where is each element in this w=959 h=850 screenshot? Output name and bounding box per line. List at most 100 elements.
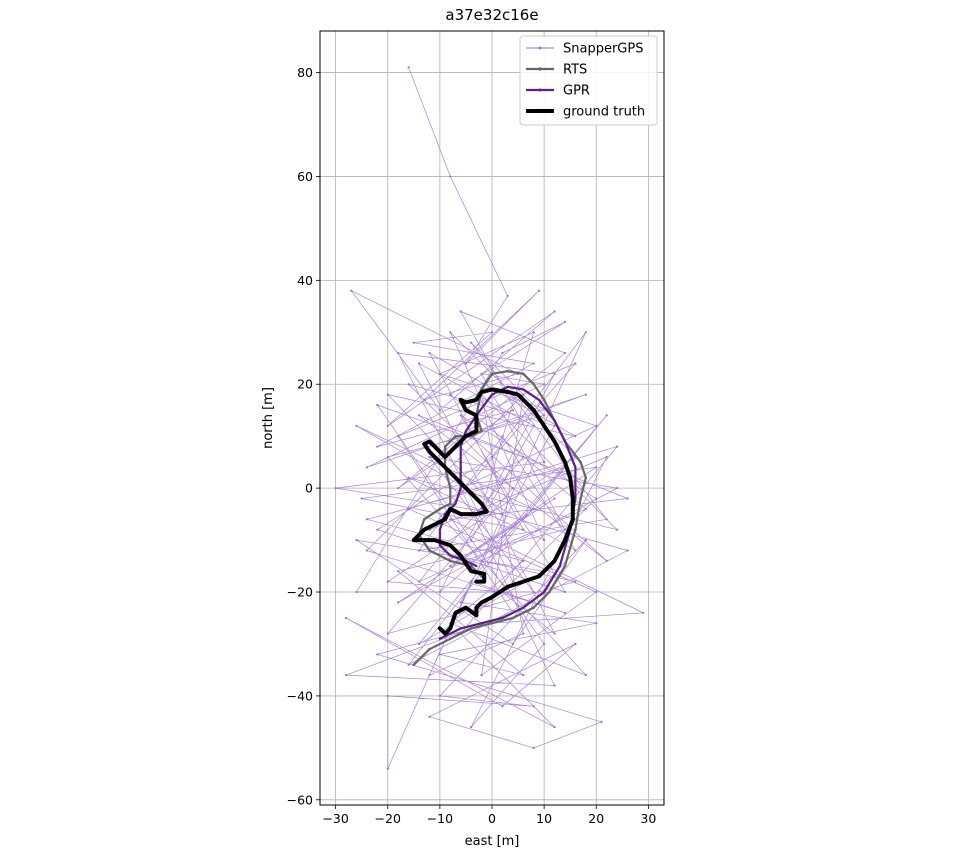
data-point-snappergps [334, 487, 337, 490]
data-point-gpr [543, 590, 546, 594]
x-tick-label: 30 [640, 811, 656, 826]
data-point-snappergps [365, 549, 369, 552]
data-point-snappergps [407, 507, 410, 511]
data-point-snappergps [417, 580, 421, 583]
data-point-snappergps [386, 424, 389, 427]
data-point-snappergps [386, 580, 389, 583]
data-point-snappergps [501, 513, 504, 516]
data-point-snappergps [417, 414, 421, 417]
data-point-gpr [522, 606, 525, 609]
data-point-snappergps [355, 590, 358, 594]
data-point-rts [532, 606, 535, 609]
data-point-rts [428, 549, 431, 552]
data-point-snappergps [595, 497, 598, 500]
data-point-snappergps [464, 362, 468, 365]
data-point-snappergps [417, 362, 421, 365]
data-point-snappergps [553, 424, 556, 427]
data-point-snappergps [584, 507, 587, 511]
data-point-snappergps [543, 642, 546, 646]
data-point-gpr [501, 616, 504, 620]
data-point-snappergps [553, 497, 556, 500]
data-point-snappergps [438, 590, 441, 594]
series-ground-truth [411, 387, 575, 636]
data-point-snappergps [595, 590, 598, 594]
data-point-rts [449, 559, 452, 563]
data-point-rts [490, 621, 494, 625]
data-point-snappergps [397, 487, 400, 490]
data-point-snappergps [574, 580, 577, 583]
y-tick-label: −60 [287, 792, 313, 807]
data-point-gpr [537, 398, 541, 401]
data-point-snappergps [605, 414, 608, 417]
data-point-rts [428, 647, 431, 651]
data-point-rts [422, 517, 426, 521]
data-point-snappergps [412, 341, 415, 344]
data-point-snappergps [480, 507, 483, 511]
data-point-snappergps [470, 538, 473, 542]
data-point-snappergps [407, 383, 410, 386]
data-point-snappergps [365, 466, 369, 469]
data-point-rts [579, 460, 582, 464]
data-point-snappergps [543, 383, 546, 386]
x-tick-label: 10 [536, 811, 552, 826]
legend-item-rts: RTS [526, 63, 587, 78]
data-point-snappergps [459, 310, 462, 313]
data-point-snappergps [501, 435, 504, 438]
data-point-snappergps [344, 616, 348, 620]
axis-ticks: −30 −20 −10 0 10 20 30 −60 −40 −20 0 20 40 60 80 [287, 65, 657, 826]
data-point-snappergps [449, 393, 452, 396]
data-point-snappergps [574, 435, 577, 438]
data-point-snappergps [574, 362, 577, 365]
data-point-snappergps [365, 518, 369, 521]
y-tick-label: 80 [297, 65, 313, 80]
y-tick-label: 40 [297, 273, 313, 288]
data-point-rts [449, 486, 452, 490]
data-point-snappergps [438, 409, 441, 412]
data-point-gpr [438, 637, 441, 640]
data-point-rts [521, 372, 525, 376]
data-point-snappergps [438, 372, 441, 375]
data-point-snappergps [615, 445, 619, 448]
data-point-snappergps [595, 424, 598, 427]
data-point-snappergps [511, 580, 514, 583]
data-point-snappergps [584, 538, 587, 542]
data-point-snappergps [397, 435, 400, 438]
data-point-snappergps [522, 674, 525, 677]
data-point-snappergps [428, 674, 431, 677]
data-point-snappergps [522, 393, 525, 396]
data-point-rts [574, 528, 577, 531]
data-point-snappergps [605, 518, 608, 521]
data-point-snappergps [553, 684, 556, 687]
data-point-gpr [459, 487, 462, 490]
data-point-gpr [459, 466, 462, 469]
data-point-snappergps [397, 351, 400, 355]
data-point-snappergps [386, 632, 389, 635]
data-point-snappergps [438, 694, 441, 698]
data-point-snappergps [490, 549, 494, 552]
data-point-rts [506, 369, 509, 373]
y-tick-label: 60 [297, 169, 313, 184]
data-point-snappergps [480, 559, 483, 562]
y-axis-label: north [m] [261, 387, 276, 449]
data-point-snappergps [584, 393, 587, 396]
data-point-snappergps [376, 528, 379, 531]
data-point-snappergps [470, 341, 473, 344]
data-point-snappergps [506, 294, 509, 298]
data-point-snappergps [376, 445, 379, 448]
data-point-snappergps [449, 518, 452, 521]
y-tick-label: 0 [305, 481, 313, 496]
data-point-snappergps [626, 549, 629, 552]
y-tick-label: −20 [287, 585, 313, 600]
x-tick-label: 0 [488, 811, 496, 826]
data-point-rts [454, 434, 457, 438]
y-tick-label: −40 [287, 688, 313, 703]
data-point-gpr [449, 554, 452, 557]
data-point-snappergps [397, 601, 400, 604]
data-point-snappergps [615, 487, 619, 490]
data-point-snappergps [553, 310, 556, 313]
y-tick-label: 20 [297, 377, 313, 392]
data-point-snappergps [605, 455, 608, 459]
data-point-gpr [438, 544, 441, 547]
legend-label: RTS [563, 63, 587, 78]
data-point-snappergps [449, 175, 452, 178]
